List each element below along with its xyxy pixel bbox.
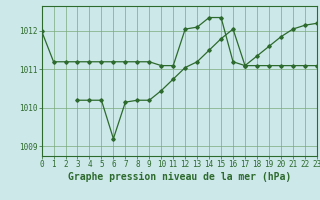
X-axis label: Graphe pression niveau de la mer (hPa): Graphe pression niveau de la mer (hPa) xyxy=(68,172,291,182)
